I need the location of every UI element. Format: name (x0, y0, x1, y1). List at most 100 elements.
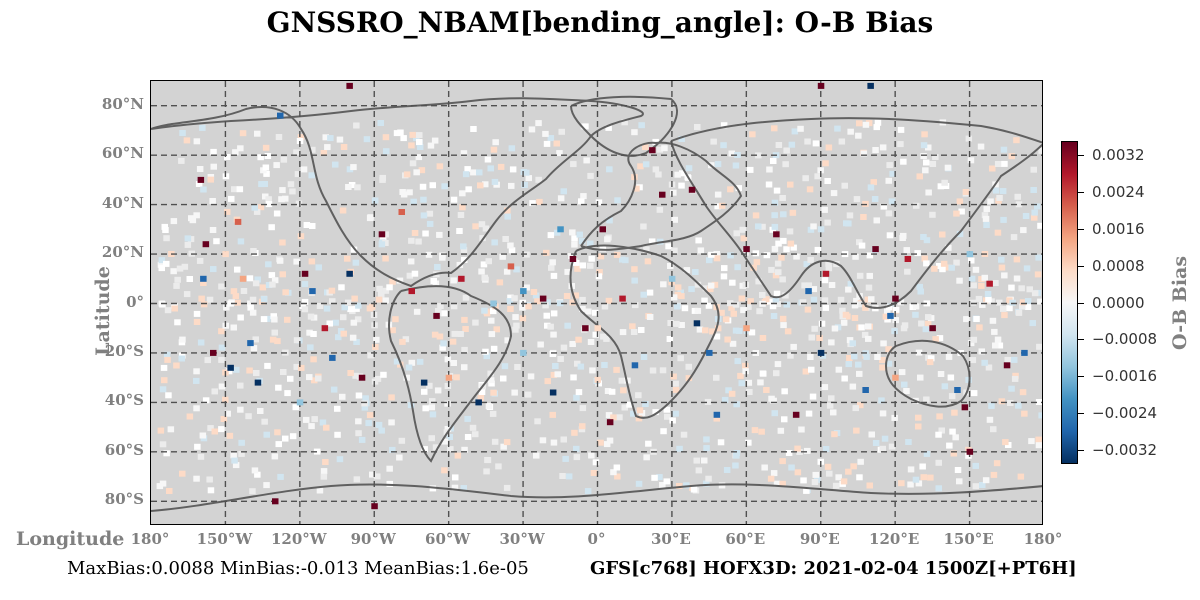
background-cell (1024, 298, 1032, 305)
background-cell (907, 466, 915, 473)
background-cell (376, 285, 383, 292)
background-cell (334, 405, 341, 412)
background-cell (962, 189, 970, 195)
background-cell (978, 348, 985, 355)
background-cell (535, 120, 542, 127)
background-cell (573, 445, 580, 452)
background-cell (416, 358, 424, 365)
background-cell (1000, 305, 1007, 312)
background-cell (548, 264, 555, 271)
background-cell (444, 383, 452, 389)
background-cell (159, 386, 167, 393)
background-cell (487, 165, 494, 172)
background-cell (780, 237, 787, 244)
background-cell (335, 334, 342, 341)
background-cell (279, 239, 286, 246)
background-cell (856, 474, 863, 481)
background-cell (835, 474, 842, 481)
data-point (549, 389, 557, 396)
background-cell (724, 336, 731, 343)
background-cell (807, 226, 815, 233)
background-cell (379, 176, 386, 183)
background-cell (162, 227, 169, 233)
background-cell (462, 294, 470, 301)
colorbar-tick-label: 0.0000 (1092, 293, 1145, 312)
background-cell (186, 413, 194, 420)
background-cell (1036, 343, 1042, 350)
background-cell (956, 231, 964, 238)
background-cell (1018, 285, 1025, 292)
background-cell (812, 471, 819, 478)
background-cell (629, 323, 636, 330)
background-cell (678, 136, 685, 142)
background-cell (583, 157, 590, 164)
background-cell (801, 282, 808, 289)
background-cell (411, 270, 419, 277)
background-cell (427, 142, 435, 149)
background-cell (306, 374, 313, 381)
background-cell (478, 389, 486, 395)
background-cell (232, 293, 240, 300)
background-cell (218, 328, 225, 335)
background-cell (982, 215, 990, 222)
background-cell (557, 195, 565, 202)
background-cell (901, 322, 909, 329)
background-cell (664, 413, 671, 420)
background-cell (371, 197, 379, 204)
background-cell (643, 454, 650, 461)
background-cell (873, 124, 880, 131)
data-point (872, 246, 879, 253)
background-cell (322, 134, 329, 141)
background-cell (271, 453, 279, 460)
background-cell (1031, 214, 1038, 221)
background-cell (490, 146, 498, 153)
data-point (582, 325, 589, 332)
background-cell (714, 203, 721, 210)
background-cell (456, 228, 463, 234)
background-cell (635, 480, 643, 487)
background-cell (968, 257, 975, 264)
data-point (743, 325, 750, 332)
background-cell (989, 317, 997, 324)
background-cell (871, 196, 879, 202)
background-cell (674, 303, 681, 310)
background-cell (663, 478, 670, 485)
background-cell (460, 150, 468, 157)
background-cell (161, 223, 168, 230)
background-cell (824, 178, 831, 184)
background-cell (553, 229, 561, 236)
background-cell (822, 446, 830, 452)
colorbar-tick-mark (1078, 339, 1084, 341)
background-cell (917, 374, 924, 381)
background-cell (174, 276, 181, 283)
background-cell (779, 195, 786, 201)
background-cell (978, 276, 985, 283)
background-cell (298, 364, 305, 371)
background-cell (936, 263, 943, 269)
background-cell (1019, 389, 1027, 396)
background-cell (197, 453, 205, 460)
background-cell (234, 266, 241, 273)
background-cell (523, 284, 530, 291)
background-cell (752, 212, 760, 219)
background-cell (832, 482, 840, 489)
background-cell (879, 410, 887, 417)
data-point (606, 419, 614, 426)
background-cell (770, 470, 778, 477)
background-cell (727, 252, 734, 259)
background-cell (975, 295, 983, 302)
background-cell (341, 304, 348, 311)
background-cell (415, 154, 423, 161)
background-cell (868, 431, 875, 438)
background-cell (223, 304, 230, 311)
background-cell (644, 258, 652, 265)
background-cell (840, 478, 848, 485)
background-cell (635, 415, 643, 422)
background-cell (1001, 272, 1008, 279)
background-cell (289, 188, 296, 195)
background-cell (865, 323, 872, 330)
background-cell (745, 439, 752, 446)
background-cell (481, 307, 488, 314)
background-cell (812, 140, 820, 147)
background-cell (447, 446, 454, 453)
